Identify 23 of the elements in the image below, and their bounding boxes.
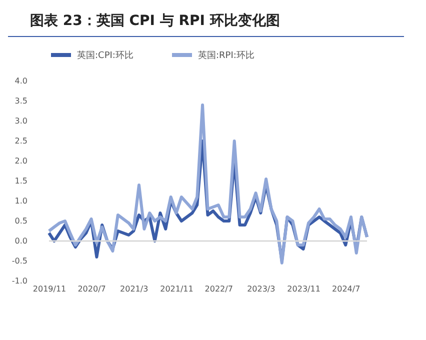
y-tick-label: -0.5: [12, 256, 28, 266]
x-tick-label: 2023/3: [247, 284, 276, 294]
y-tick-label: 2.0: [14, 156, 28, 166]
x-tick-label: 2023/11: [287, 284, 320, 294]
x-tick-label: 2021/11: [160, 284, 194, 294]
y-tick-label: 1.5: [14, 176, 28, 186]
y-tick-label: -1.0: [12, 276, 28, 286]
y-tick-label: 0.0: [14, 236, 28, 246]
y-tick-label: 1.0: [14, 196, 28, 206]
y-tick-label: 2.5: [14, 136, 28, 146]
x-tick-label: 2019/11: [32, 284, 66, 294]
x-tick-label: 2021/3: [120, 284, 148, 294]
x-tick-label: 2024/7: [332, 284, 360, 294]
x-tick-label: 2022/7: [204, 284, 233, 294]
x-tick-label: 2020/7: [78, 284, 106, 294]
line-series: [48, 104, 368, 264]
legend-label: 英国:CPI:环比: [77, 50, 134, 61]
chart-title: 图表 23：英国 CPI 与 RPI 环比变化图: [8, 8, 404, 37]
legend-label: 英国:RPI:环比: [198, 50, 254, 61]
y-tick-label: 3.0: [14, 116, 28, 126]
y-tick-label: 0.5: [14, 216, 28, 226]
y-tick-label: 4.0: [14, 76, 28, 86]
y-tick-label: 3.5: [14, 96, 28, 106]
